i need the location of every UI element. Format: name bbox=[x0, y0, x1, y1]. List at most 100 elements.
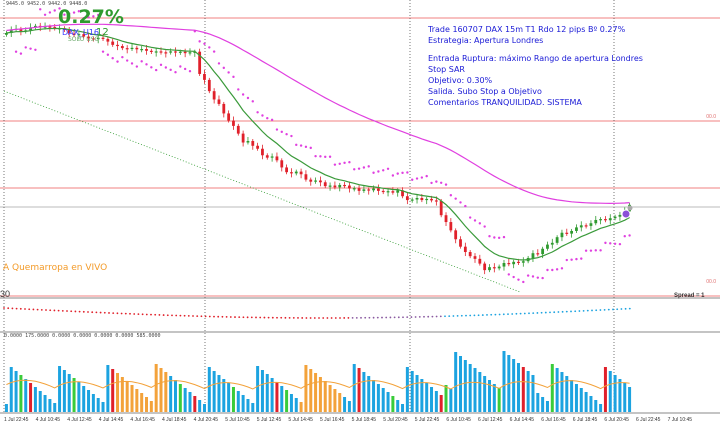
candle-body bbox=[449, 222, 453, 231]
candle-body bbox=[19, 28, 23, 32]
volume-bar bbox=[159, 368, 163, 412]
sar-dot bbox=[275, 128, 279, 131]
volume-bar bbox=[483, 376, 487, 412]
oscillator-dot bbox=[267, 316, 270, 319]
volume-bar bbox=[198, 400, 202, 412]
oscillator-dot bbox=[192, 315, 194, 317]
oscillator-dot bbox=[460, 314, 463, 317]
annotation-line: Entrada Ruptura: máximo Rango de apertur… bbox=[428, 54, 643, 63]
candle-body bbox=[584, 225, 588, 227]
volume-bar bbox=[430, 387, 434, 412]
candle-body bbox=[391, 191, 395, 193]
oscillator-dot bbox=[339, 317, 341, 319]
volume-bar bbox=[58, 366, 62, 412]
oscillator-dot bbox=[326, 317, 329, 319]
volume-bar bbox=[188, 392, 192, 412]
oscillator-dot bbox=[28, 308, 31, 311]
oscillator-dot bbox=[57, 309, 60, 312]
sar-dot bbox=[589, 249, 593, 252]
volume-bar bbox=[106, 365, 110, 412]
sar-dot bbox=[111, 57, 114, 60]
sar-dot bbox=[314, 154, 317, 158]
sar-dot bbox=[353, 168, 356, 171]
candle-body bbox=[565, 232, 569, 234]
sar-dot bbox=[241, 93, 245, 96]
oscillator-dot bbox=[45, 309, 47, 311]
oscillator-dot bbox=[515, 312, 518, 315]
volume-bar bbox=[512, 359, 516, 412]
sar-dot bbox=[290, 134, 293, 138]
oscillator-dot bbox=[540, 311, 543, 314]
candle-body bbox=[483, 263, 487, 271]
sar-dot bbox=[14, 50, 18, 53]
candle-body bbox=[401, 190, 404, 197]
candle-body bbox=[478, 258, 482, 264]
level-label: 30 bbox=[0, 289, 11, 299]
candle-body bbox=[77, 34, 81, 36]
time-label: 4 Jul 10:45 bbox=[35, 417, 61, 423]
sar-dot bbox=[546, 268, 549, 272]
sar-dot bbox=[411, 178, 414, 181]
candle-body bbox=[188, 52, 192, 54]
volume-bar bbox=[67, 374, 71, 412]
time-label: 4 Jul 16:45 bbox=[130, 417, 155, 423]
oscillator-dot bbox=[313, 317, 316, 319]
oscillator-dot bbox=[616, 308, 619, 311]
candle-body bbox=[362, 189, 366, 191]
sar-dot bbox=[304, 145, 308, 149]
candle-body bbox=[96, 37, 100, 40]
candle-body bbox=[454, 230, 458, 240]
time-label: 6 Jul 10:45 bbox=[446, 417, 471, 423]
sar-dot bbox=[415, 177, 419, 180]
candle-body bbox=[434, 200, 438, 202]
candle-body bbox=[541, 248, 545, 255]
volume-bar bbox=[478, 372, 482, 412]
volume-bar bbox=[87, 390, 91, 412]
oscillator-dot bbox=[263, 316, 266, 319]
oscillator-dot bbox=[511, 313, 514, 315]
oscillator-dot bbox=[158, 314, 161, 316]
sar-dot bbox=[507, 273, 511, 276]
sar-dot bbox=[319, 155, 322, 158]
volume-bar bbox=[256, 366, 260, 412]
oscillator-dot bbox=[276, 316, 278, 319]
volume-bar bbox=[251, 403, 255, 412]
volume-bar bbox=[207, 367, 211, 412]
candle-body bbox=[550, 242, 554, 245]
candle-body bbox=[492, 267, 496, 269]
annotation-line: Comentarios TRANQUILIDAD. SISTEMA bbox=[428, 98, 582, 107]
candle-body bbox=[149, 50, 153, 53]
sar-dot bbox=[179, 65, 182, 68]
oscillator-dot bbox=[36, 308, 39, 311]
volume-bar bbox=[362, 372, 366, 412]
sar-dot bbox=[406, 171, 409, 174]
candle-body bbox=[430, 198, 433, 201]
oscillator-dot bbox=[591, 309, 593, 312]
oscillator-dot bbox=[603, 308, 606, 311]
candle-body bbox=[270, 156, 274, 158]
oscillator-dot bbox=[481, 314, 484, 316]
sar-dot bbox=[493, 236, 496, 239]
sar-dot bbox=[97, 13, 100, 17]
volume-bar bbox=[62, 370, 66, 412]
volume-bar bbox=[265, 374, 269, 412]
oscillator-dot bbox=[171, 314, 173, 317]
candle-body bbox=[236, 125, 240, 134]
volume-bar bbox=[560, 372, 564, 412]
candle-body bbox=[439, 200, 443, 216]
sar-dot bbox=[125, 59, 129, 62]
candle-body bbox=[53, 27, 57, 29]
oscillator-dot bbox=[469, 314, 472, 317]
time-label: 4 Jul 18:45 bbox=[162, 417, 187, 423]
oscillator-dot bbox=[288, 316, 291, 319]
candle-body bbox=[261, 148, 264, 156]
candle-body bbox=[343, 184, 346, 187]
oscillator-dot bbox=[612, 308, 614, 311]
oscillator-dot bbox=[154, 313, 157, 316]
volume-bar bbox=[217, 375, 221, 412]
volume-bar bbox=[202, 404, 206, 412]
sar-dot bbox=[299, 144, 303, 147]
volume-bar bbox=[48, 399, 52, 412]
